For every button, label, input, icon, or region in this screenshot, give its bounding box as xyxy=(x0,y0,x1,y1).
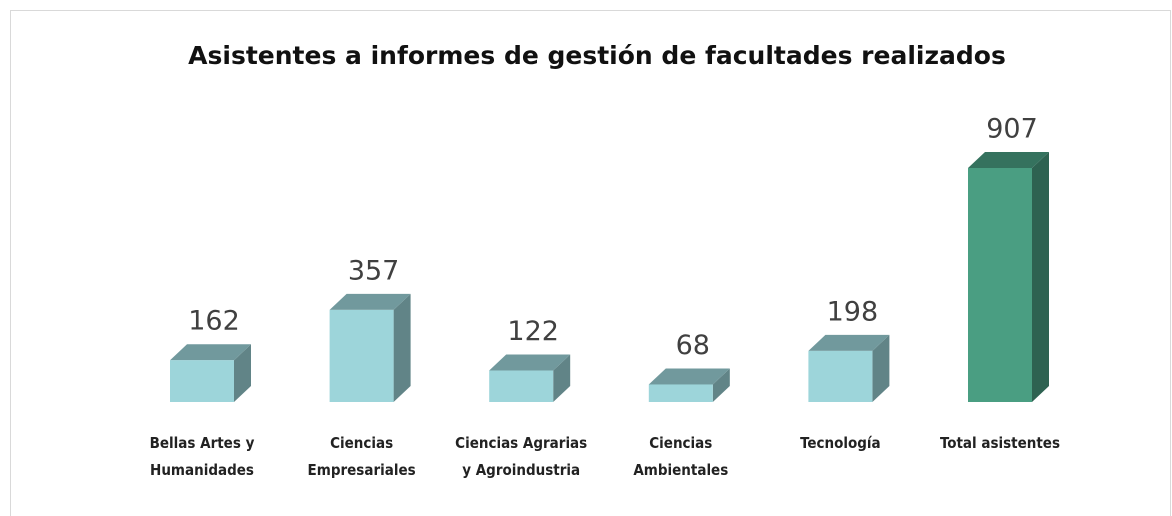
bar-top xyxy=(808,334,890,351)
bar-top xyxy=(170,344,251,361)
bar-top xyxy=(648,368,730,385)
data-label: 357 xyxy=(348,255,400,286)
bar-side xyxy=(234,344,251,402)
data-label: 198 xyxy=(827,296,879,327)
bar xyxy=(329,309,394,402)
bar-side xyxy=(712,368,730,402)
bar xyxy=(170,360,234,402)
data-label: 122 xyxy=(507,316,559,347)
bar-top xyxy=(968,152,1049,168)
bar-top xyxy=(329,293,411,310)
data-label: 907 xyxy=(986,114,1038,145)
x-tick-label: Total asistentes xyxy=(939,434,1060,452)
bar-side xyxy=(1032,152,1049,402)
x-tick-label: Bellas Artes y Humanidades xyxy=(149,434,255,479)
bar-side xyxy=(553,354,571,402)
chart-title: Asistentes a informes de gestión de facu… xyxy=(188,41,1006,70)
x-tick-label: Ciencias Empresariales xyxy=(307,434,416,479)
data-label: 162 xyxy=(188,306,240,337)
x-tick-label: Ciencias Agrarias y Agroindustria xyxy=(455,434,588,479)
x-tick-label: Tecnología xyxy=(800,434,881,452)
bar xyxy=(968,168,1032,402)
bar xyxy=(489,370,554,402)
data-label: 68 xyxy=(676,330,710,361)
bar xyxy=(808,350,873,402)
bar-top xyxy=(489,354,571,371)
bar-side xyxy=(872,334,890,402)
bar-side xyxy=(393,293,411,402)
x-tick-label: Ciencias Ambientales xyxy=(633,434,729,479)
bar xyxy=(648,384,713,402)
